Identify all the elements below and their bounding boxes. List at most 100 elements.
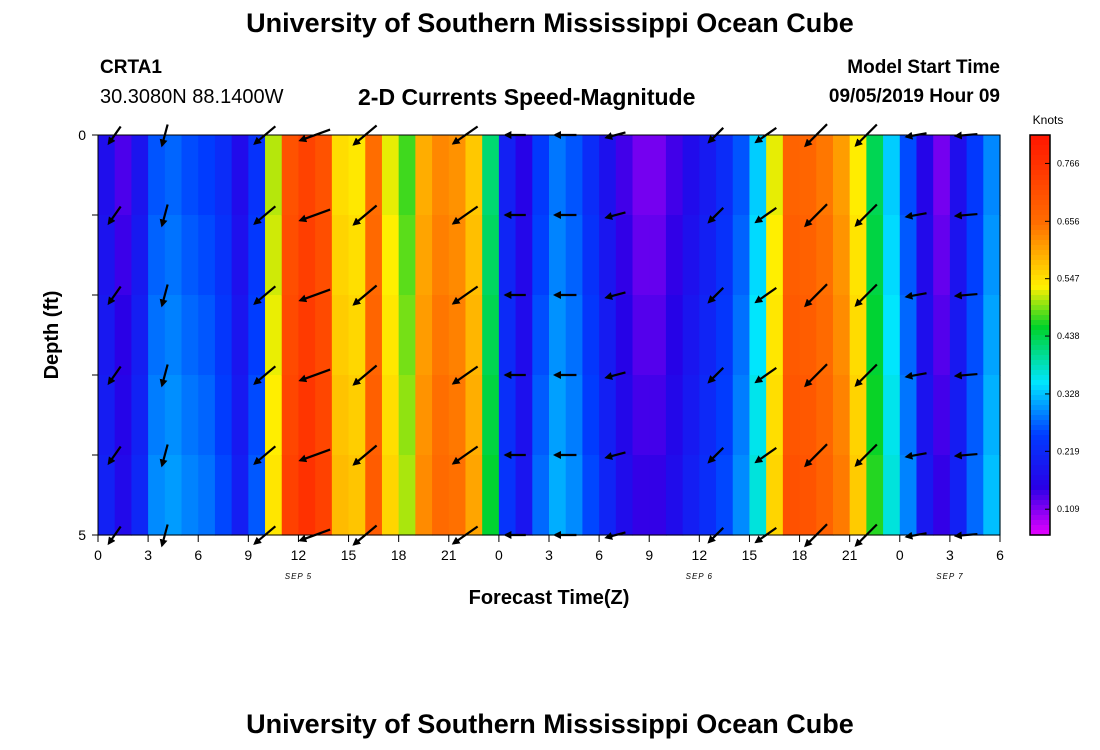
heatmap-cell [315, 215, 333, 296]
heatmap-cell [883, 215, 901, 296]
colorbar-tick-label: 0.766 [1057, 158, 1080, 168]
heatmap-cell [916, 455, 934, 536]
heatmap-cell [549, 295, 567, 376]
heatmap-cell [482, 455, 500, 536]
current-arrow [754, 366, 777, 384]
heatmap-cell [682, 375, 700, 456]
heatmap-cell [198, 375, 216, 456]
model-start-value: 09/05/2019 Hour 09 [828, 86, 1000, 107]
heatmap-cell [582, 295, 600, 376]
heatmap-cell [866, 135, 884, 216]
heatmap-cell [498, 375, 517, 456]
colorbar-swatch [1030, 285, 1050, 291]
y-axis-label: Depth (ft) [41, 291, 63, 380]
heatmap-cell [949, 135, 968, 216]
heatmap-cell [448, 455, 467, 536]
colorbar-swatch [1030, 495, 1050, 501]
heatmap-cell [214, 455, 233, 536]
heatmap-cell [248, 375, 266, 456]
heatmap-cell [933, 135, 951, 216]
colorbar-tick-label: 0.219 [1057, 446, 1080, 456]
heatmap-cell [482, 295, 500, 376]
colorbar-swatch [1030, 255, 1050, 261]
current-arrow [352, 364, 378, 386]
current-arrow [953, 371, 978, 380]
heatmap-cell [248, 215, 266, 296]
colorbar-swatch [1030, 265, 1050, 271]
colorbar-swatch [1030, 530, 1050, 536]
heatmap-cell [716, 375, 734, 456]
heatmap-cell [649, 295, 667, 376]
heatmap-cell [114, 455, 133, 536]
x-tick-label: 6 [194, 547, 202, 563]
heatmap-cell [665, 375, 684, 456]
heatmap-cell [315, 135, 333, 216]
heatmap-cell [816, 215, 834, 296]
chart-subtitle: 2-D Currents Speed-Magnitude [358, 84, 696, 110]
heatmap-cell [432, 135, 450, 216]
heatmap-cell [298, 215, 316, 296]
heatmap-cell [365, 455, 383, 536]
colorbar-frame [1029, 134, 1051, 536]
heatmap-cell [549, 135, 567, 216]
heatmap-cell [482, 375, 500, 456]
heatmap-cell [281, 135, 300, 216]
heatmap-cell [565, 135, 584, 216]
heatmap-cell [599, 455, 617, 536]
colorbar-tick-label: 0.547 [1057, 274, 1080, 284]
heatmap-cell [883, 295, 901, 376]
heatmap-cell [799, 135, 817, 216]
current-arrow [159, 204, 169, 228]
heatmap-cell [131, 295, 149, 376]
heatmap-cell [248, 135, 266, 216]
heatmap-cell [498, 455, 517, 536]
heatmap-cell [131, 215, 149, 296]
colorbar-swatch [1030, 505, 1050, 511]
current-arrow [451, 445, 479, 465]
heatmap-cell [816, 455, 834, 536]
heatmap-cell [749, 455, 767, 536]
x-tick-label: 6 [996, 547, 1004, 563]
colorbar-swatch [1030, 475, 1050, 481]
heatmap-cell [749, 135, 767, 216]
heatmap-cell [732, 375, 751, 456]
heatmap-cell [198, 215, 216, 296]
heatmap-cell [148, 375, 166, 456]
colorbar-swatch [1030, 140, 1050, 146]
heatmap-cell [214, 135, 233, 216]
current-arrow [707, 287, 725, 304]
colorbar-swatch [1030, 170, 1050, 176]
heatmap-cell [281, 215, 300, 296]
heatmap-cell [699, 135, 717, 216]
heatmap-cell [98, 375, 116, 456]
heatmap-cell [933, 455, 951, 536]
heatmap-cell [164, 455, 183, 536]
colorbar-swatch [1030, 440, 1050, 446]
heatmap-cell [331, 215, 350, 296]
heatmap-cell [348, 375, 366, 456]
current-arrow [904, 291, 927, 300]
heatmap-cell [883, 455, 901, 536]
heatmap-cell [716, 455, 734, 536]
heatmap-cell [381, 135, 400, 216]
colorbar-swatch [1030, 310, 1050, 316]
heatmap-cell [181, 215, 199, 296]
colorbar-swatch [1030, 260, 1050, 266]
heatmap-cell [615, 455, 634, 536]
heatmap-cell [181, 455, 199, 536]
current-arrow [107, 445, 122, 466]
page-title: University of Southern Mississippi Ocean… [246, 8, 854, 38]
x-tick-label: 0 [896, 547, 904, 563]
x-tick-label: 12 [692, 547, 708, 563]
x-tick-label: 12 [291, 547, 307, 563]
station-id: CRTA1 [100, 57, 162, 78]
heatmap-cell [315, 455, 333, 536]
current-arrow [107, 205, 122, 226]
colorbar-swatch [1030, 435, 1050, 441]
colorbar-swatch [1030, 250, 1050, 256]
colorbar-swatch [1030, 180, 1050, 186]
current-arrow [804, 363, 828, 388]
current-arrow [904, 211, 927, 220]
x-tick-label: 21 [441, 547, 457, 563]
heatmap-cell [164, 215, 183, 296]
